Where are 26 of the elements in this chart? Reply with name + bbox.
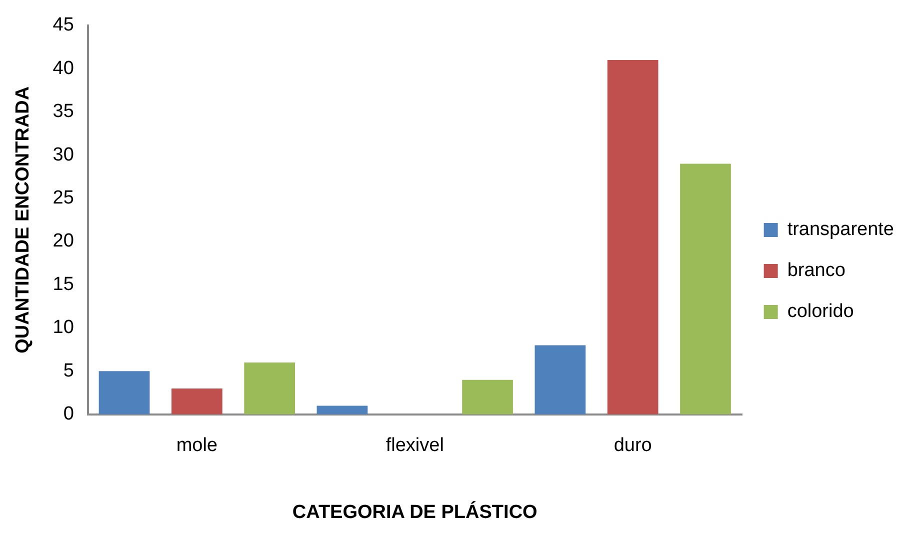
bar <box>316 406 368 414</box>
bar <box>534 345 586 414</box>
y-tick-label: 0 <box>63 404 74 425</box>
bar <box>607 60 658 414</box>
bar <box>244 362 295 414</box>
y-tick-label: 30 <box>52 144 74 166</box>
legend-label: colorido <box>787 301 854 322</box>
y-tick-label: 10 <box>52 317 74 338</box>
y-tick-label: 40 <box>52 58 74 79</box>
bar <box>171 388 222 414</box>
x-tick-label: flexivel <box>386 435 444 456</box>
bar <box>462 380 513 414</box>
y-axis-title: QUANTIDADE ENCONTRADA <box>12 86 34 354</box>
x-axis-title: CATEGORIA DE PLÁSTICO <box>292 500 538 523</box>
bar <box>98 371 150 414</box>
y-tick-label: 5 <box>63 360 74 382</box>
y-tick-label: 35 <box>52 101 74 122</box>
legend-label: branco <box>787 260 846 282</box>
bar <box>680 164 731 414</box>
x-tick-label: mole <box>176 435 218 456</box>
y-tick-label: 15 <box>52 274 74 295</box>
x-tick-label: duro <box>614 435 652 456</box>
y-tick-label: 45 <box>52 14 74 36</box>
y-tick-label: 25 <box>52 188 74 209</box>
legend-label: transparente <box>787 219 894 240</box>
y-tick-label: 20 <box>52 230 74 252</box>
